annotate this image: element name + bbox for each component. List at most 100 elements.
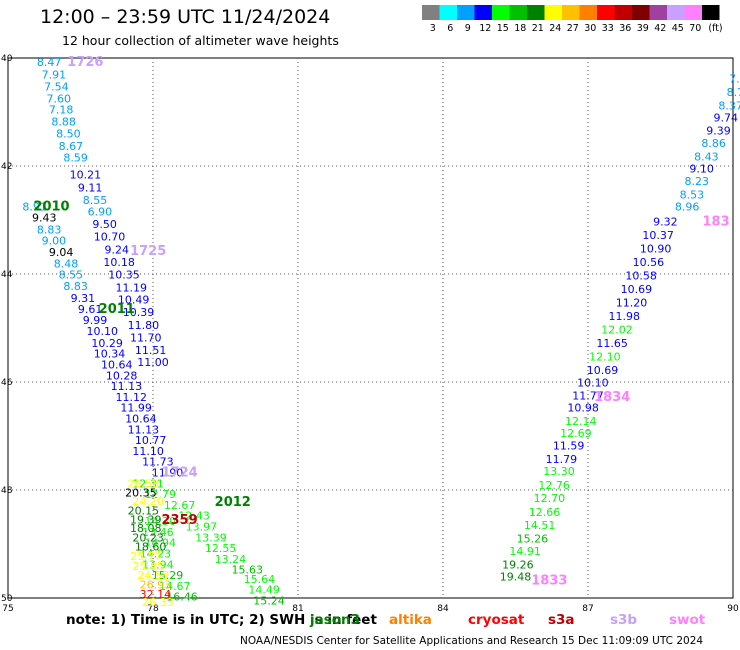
wave-height-value: 12.14 — [565, 415, 597, 428]
wave-height-value: 10.18 — [103, 256, 135, 269]
footer-note: note: 1) Time is in UTC; 2) SWH is in fe… — [66, 612, 377, 628]
satellite-jason3: jason3 — [310, 612, 361, 628]
track-time-label: 2011 — [99, 302, 135, 317]
legend-swatch — [667, 5, 685, 20]
legend-swatch — [684, 5, 702, 20]
wave-height-value: 12.79 — [145, 488, 177, 501]
legend-swatch — [614, 5, 632, 20]
map-grid — [7, 57, 734, 599]
wave-height-value: 19.39 — [130, 513, 162, 526]
wave-height-value: 9.10 — [689, 162, 714, 175]
lon-tick-label: 87 — [582, 604, 593, 614]
legend-label: 18 — [514, 23, 526, 34]
legend-label: 42 — [654, 23, 666, 34]
legend-unit: (ft) — [708, 23, 722, 34]
legend-label: 21 — [532, 23, 544, 34]
track-time-label: 1833 — [531, 574, 567, 589]
lon-tick-label: 90 — [727, 604, 739, 614]
wave-height-value: 14.51 — [524, 519, 556, 532]
wave-height-value: 10.28 — [106, 369, 138, 382]
wave-height-value: 12.67 — [164, 499, 196, 512]
legend-label: 24 — [549, 23, 561, 34]
wave-height-value: 8.67 — [59, 140, 84, 153]
wave-height-value: 8.83 — [63, 280, 88, 293]
wave-height-value: 8.96 — [675, 200, 700, 213]
lat-tick-label: 46 — [1, 378, 13, 388]
page-title: 12:00 – 23:59 UTC 11/24/2024 — [40, 6, 331, 28]
wave-height-value: 10.39 — [123, 306, 155, 319]
wave-height-value: 12.69 — [560, 427, 592, 440]
wave-height-value: 8.37 — [718, 99, 740, 112]
satellite-swot: swot — [669, 612, 706, 628]
wave-height-value: 13.30 — [543, 465, 575, 478]
wave-height-value: 18.08 — [130, 522, 162, 535]
satellite-altika: altika — [389, 612, 432, 628]
wave-height-value: 25.77 — [130, 550, 162, 563]
wave-height-value: 11.20 — [616, 296, 648, 309]
track-time-label: 2012 — [215, 495, 251, 510]
wave-height-value: 9.00 — [42, 234, 67, 247]
legend-label: 27 — [567, 23, 579, 34]
legend-label: 33 — [602, 23, 614, 34]
wave-height-value: 8.83 — [37, 224, 62, 237]
wave-height-value: 11.80 — [128, 319, 160, 332]
wave-height-value: 24.20 — [132, 495, 164, 508]
legend-swatch — [579, 5, 597, 20]
track-time-label: 183 — [703, 214, 730, 229]
wave-height-value: 8.91 — [22, 200, 47, 213]
legend-label: 3 — [430, 23, 436, 34]
wave-height-value: 10.98 — [567, 402, 599, 415]
wave-height-value: 11.65 — [596, 337, 628, 350]
legend-label: 12 — [479, 23, 491, 34]
satellite-cryosat: cryosat — [468, 612, 525, 628]
wave-height-value: 15.26 — [517, 532, 549, 545]
wave-height-value: 11.90 — [152, 467, 184, 480]
legend-swatch — [562, 5, 580, 20]
wave-height-value: 14.94 — [145, 537, 177, 550]
wave-height-value: 12.55 — [205, 542, 237, 555]
legend-swatch — [649, 5, 667, 20]
observations-layer: 8.477.917.547.607.188.888.508.678.59 10.2… — [22, 56, 740, 609]
wave-height-value: 10.58 — [625, 269, 657, 282]
wave-height-value: 10.64 — [101, 359, 133, 372]
wave-height-value: 10.10 — [577, 376, 609, 389]
wave-height-value: 13.39 — [195, 531, 227, 544]
legend-label: 39 — [637, 23, 649, 34]
wave-height-value: 14.23 — [140, 548, 172, 561]
wave-height-value: 24.58 — [137, 569, 169, 582]
wave-height-value: 9.99 — [83, 314, 108, 327]
wave-height-value: 10.64 — [125, 413, 157, 426]
wave-height-value: 11.10 — [132, 445, 164, 458]
wave-height-value: 10.29 — [91, 337, 123, 350]
footer-credit: NOAA/NESDIS Center for Satellite Applica… — [240, 635, 704, 647]
wave-height-value: 8.50 — [56, 127, 81, 140]
wave-height-value: 7.18 — [49, 104, 74, 117]
wave-height-value: 12.31 — [132, 477, 164, 490]
lat-tick-label: 50 — [1, 594, 13, 604]
wave-height-value: 10.69 — [587, 364, 619, 377]
wave-height-value: 8.43 — [694, 151, 719, 164]
wave-height-value: 16.46 — [166, 591, 198, 604]
wave-height-value: 10.49 — [118, 294, 150, 307]
lon-tick-label: 78 — [147, 604, 159, 614]
wave-height-value: 9.24 — [105, 243, 130, 256]
page-subtitle: 12 hour collection of altimeter wave hei… — [62, 33, 339, 48]
legend-swatch — [492, 5, 510, 20]
legend-swatch — [457, 5, 475, 20]
wave-height-value: 14.67 — [159, 580, 191, 593]
legend-swatch — [439, 5, 457, 20]
wave-height-value: 9.43 — [32, 212, 57, 225]
legend-swatch — [474, 5, 492, 20]
wave-height-value: 11.12 — [116, 391, 148, 404]
wave-height-value: 10.10 — [87, 325, 119, 338]
wave-height-value: 26.33 — [142, 596, 174, 609]
legend-swatch — [632, 5, 650, 20]
track-time-label: 1724 — [161, 466, 197, 481]
wave-height-value: 11.77 — [572, 389, 604, 402]
wave-height-value: 8.7 — [727, 86, 740, 99]
wave-height-value: 18.60 — [135, 540, 167, 553]
wave-height-value: 26.93 — [140, 578, 172, 591]
wave-height-value: 10.70 — [94, 231, 126, 244]
wave-height-value: 8.55 — [59, 268, 84, 281]
